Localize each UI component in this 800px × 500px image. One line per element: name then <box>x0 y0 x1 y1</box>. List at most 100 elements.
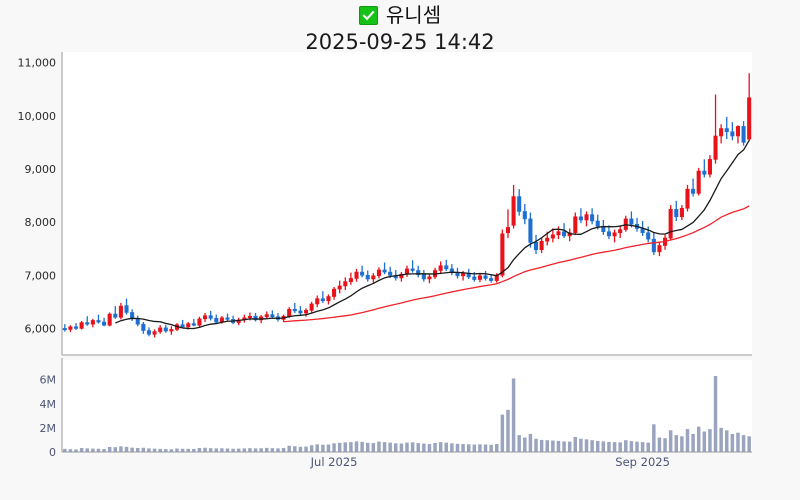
volume-bar <box>725 430 729 452</box>
volume-series <box>63 376 751 452</box>
volume-bar <box>304 446 308 452</box>
volume-bar <box>635 441 639 452</box>
candle-body <box>595 220 600 227</box>
candle-body <box>533 242 539 251</box>
price-ytick-label: 7,000 <box>25 269 57 282</box>
volume-bar <box>192 448 196 452</box>
volume-bar <box>702 431 707 452</box>
candle-body <box>668 209 673 239</box>
volume-bar <box>528 433 533 452</box>
volume-ytick-label: 4M <box>40 398 57 411</box>
volume-bar <box>646 442 650 452</box>
volume-bar <box>539 439 544 452</box>
candle-body <box>416 270 421 276</box>
candle-body <box>657 245 662 253</box>
candle-body <box>365 274 370 280</box>
candle-body <box>73 326 79 329</box>
volume-bar <box>68 449 73 452</box>
volume-bar <box>309 445 314 452</box>
candle-body <box>247 315 252 319</box>
volume-bar <box>461 444 465 452</box>
candle-body <box>578 216 583 221</box>
candle-body <box>511 196 516 226</box>
volume-bar <box>713 376 718 452</box>
candle-body <box>186 323 191 328</box>
volume-bar <box>74 449 78 452</box>
volume-bar <box>79 448 84 452</box>
volume-bar <box>135 448 140 452</box>
candle-body <box>376 269 381 277</box>
volume-bar <box>91 448 95 452</box>
candle-body <box>444 265 449 270</box>
candle-body <box>735 126 741 137</box>
candle-body <box>85 322 90 325</box>
candle-body <box>550 234 555 239</box>
candle-body <box>141 323 146 331</box>
candle-body <box>539 240 544 251</box>
volume-bar <box>158 448 162 452</box>
volume-bar <box>394 443 398 452</box>
volume-bar <box>427 444 432 452</box>
volume-bar <box>371 443 376 452</box>
volume-bar <box>63 448 67 452</box>
candle-body <box>348 278 353 282</box>
volume-bar <box>343 442 348 452</box>
price-ytick-label: 6,000 <box>25 322 57 335</box>
volume-bar <box>113 447 118 452</box>
volume-bar <box>186 448 190 452</box>
candle-body <box>163 327 168 332</box>
volume-bar <box>629 441 634 452</box>
volume-bar <box>253 448 258 452</box>
volume-bar <box>472 444 477 452</box>
volume-bar <box>668 430 673 452</box>
volume-bar <box>696 426 701 452</box>
volume-bar <box>175 448 179 452</box>
candle-body <box>90 320 95 325</box>
candle-body <box>719 128 724 137</box>
candle-body <box>287 308 292 317</box>
price-panel-background <box>62 52 752 355</box>
x-tick-label: Sep 2025 <box>615 455 670 469</box>
volume-bar <box>326 444 331 452</box>
volume-bar <box>741 435 746 452</box>
candle-body <box>702 170 707 175</box>
volume-bar <box>422 443 426 452</box>
volume-bar <box>416 443 420 452</box>
volume-bar <box>573 436 578 452</box>
volume-bar <box>164 449 168 452</box>
volume-ytick-label: 0 <box>49 446 56 459</box>
candle-body <box>528 218 533 243</box>
candle-body <box>315 298 320 305</box>
candle-body <box>606 231 611 237</box>
volume-bar <box>405 442 409 452</box>
volume-bar <box>708 429 712 452</box>
volume-bar <box>119 446 123 452</box>
volume-bar <box>747 436 751 452</box>
candle-body <box>399 273 404 279</box>
volume-bar <box>332 443 336 452</box>
volume-bar <box>180 448 185 452</box>
candle-body <box>309 303 314 311</box>
volume-bar <box>152 448 157 452</box>
candle-body <box>191 323 196 326</box>
candle-body <box>332 288 337 297</box>
chart-timestamp: 2025-09-25 14:42 <box>305 30 495 54</box>
candle-body <box>696 170 701 194</box>
candle-body <box>79 322 84 329</box>
candle-body <box>505 227 511 234</box>
candle-body <box>500 233 505 276</box>
volume-bar <box>96 448 101 452</box>
volume-bar <box>214 448 219 452</box>
volume-bar <box>500 414 505 452</box>
volume-bar <box>562 441 566 452</box>
volume-bar <box>315 444 319 452</box>
volume-bar <box>259 448 263 452</box>
candle-body <box>562 231 567 237</box>
candle-body <box>62 328 67 331</box>
volume-bar <box>495 444 499 452</box>
candle-body <box>410 268 415 271</box>
volume-bar <box>730 433 735 452</box>
volume-bar <box>242 448 247 452</box>
